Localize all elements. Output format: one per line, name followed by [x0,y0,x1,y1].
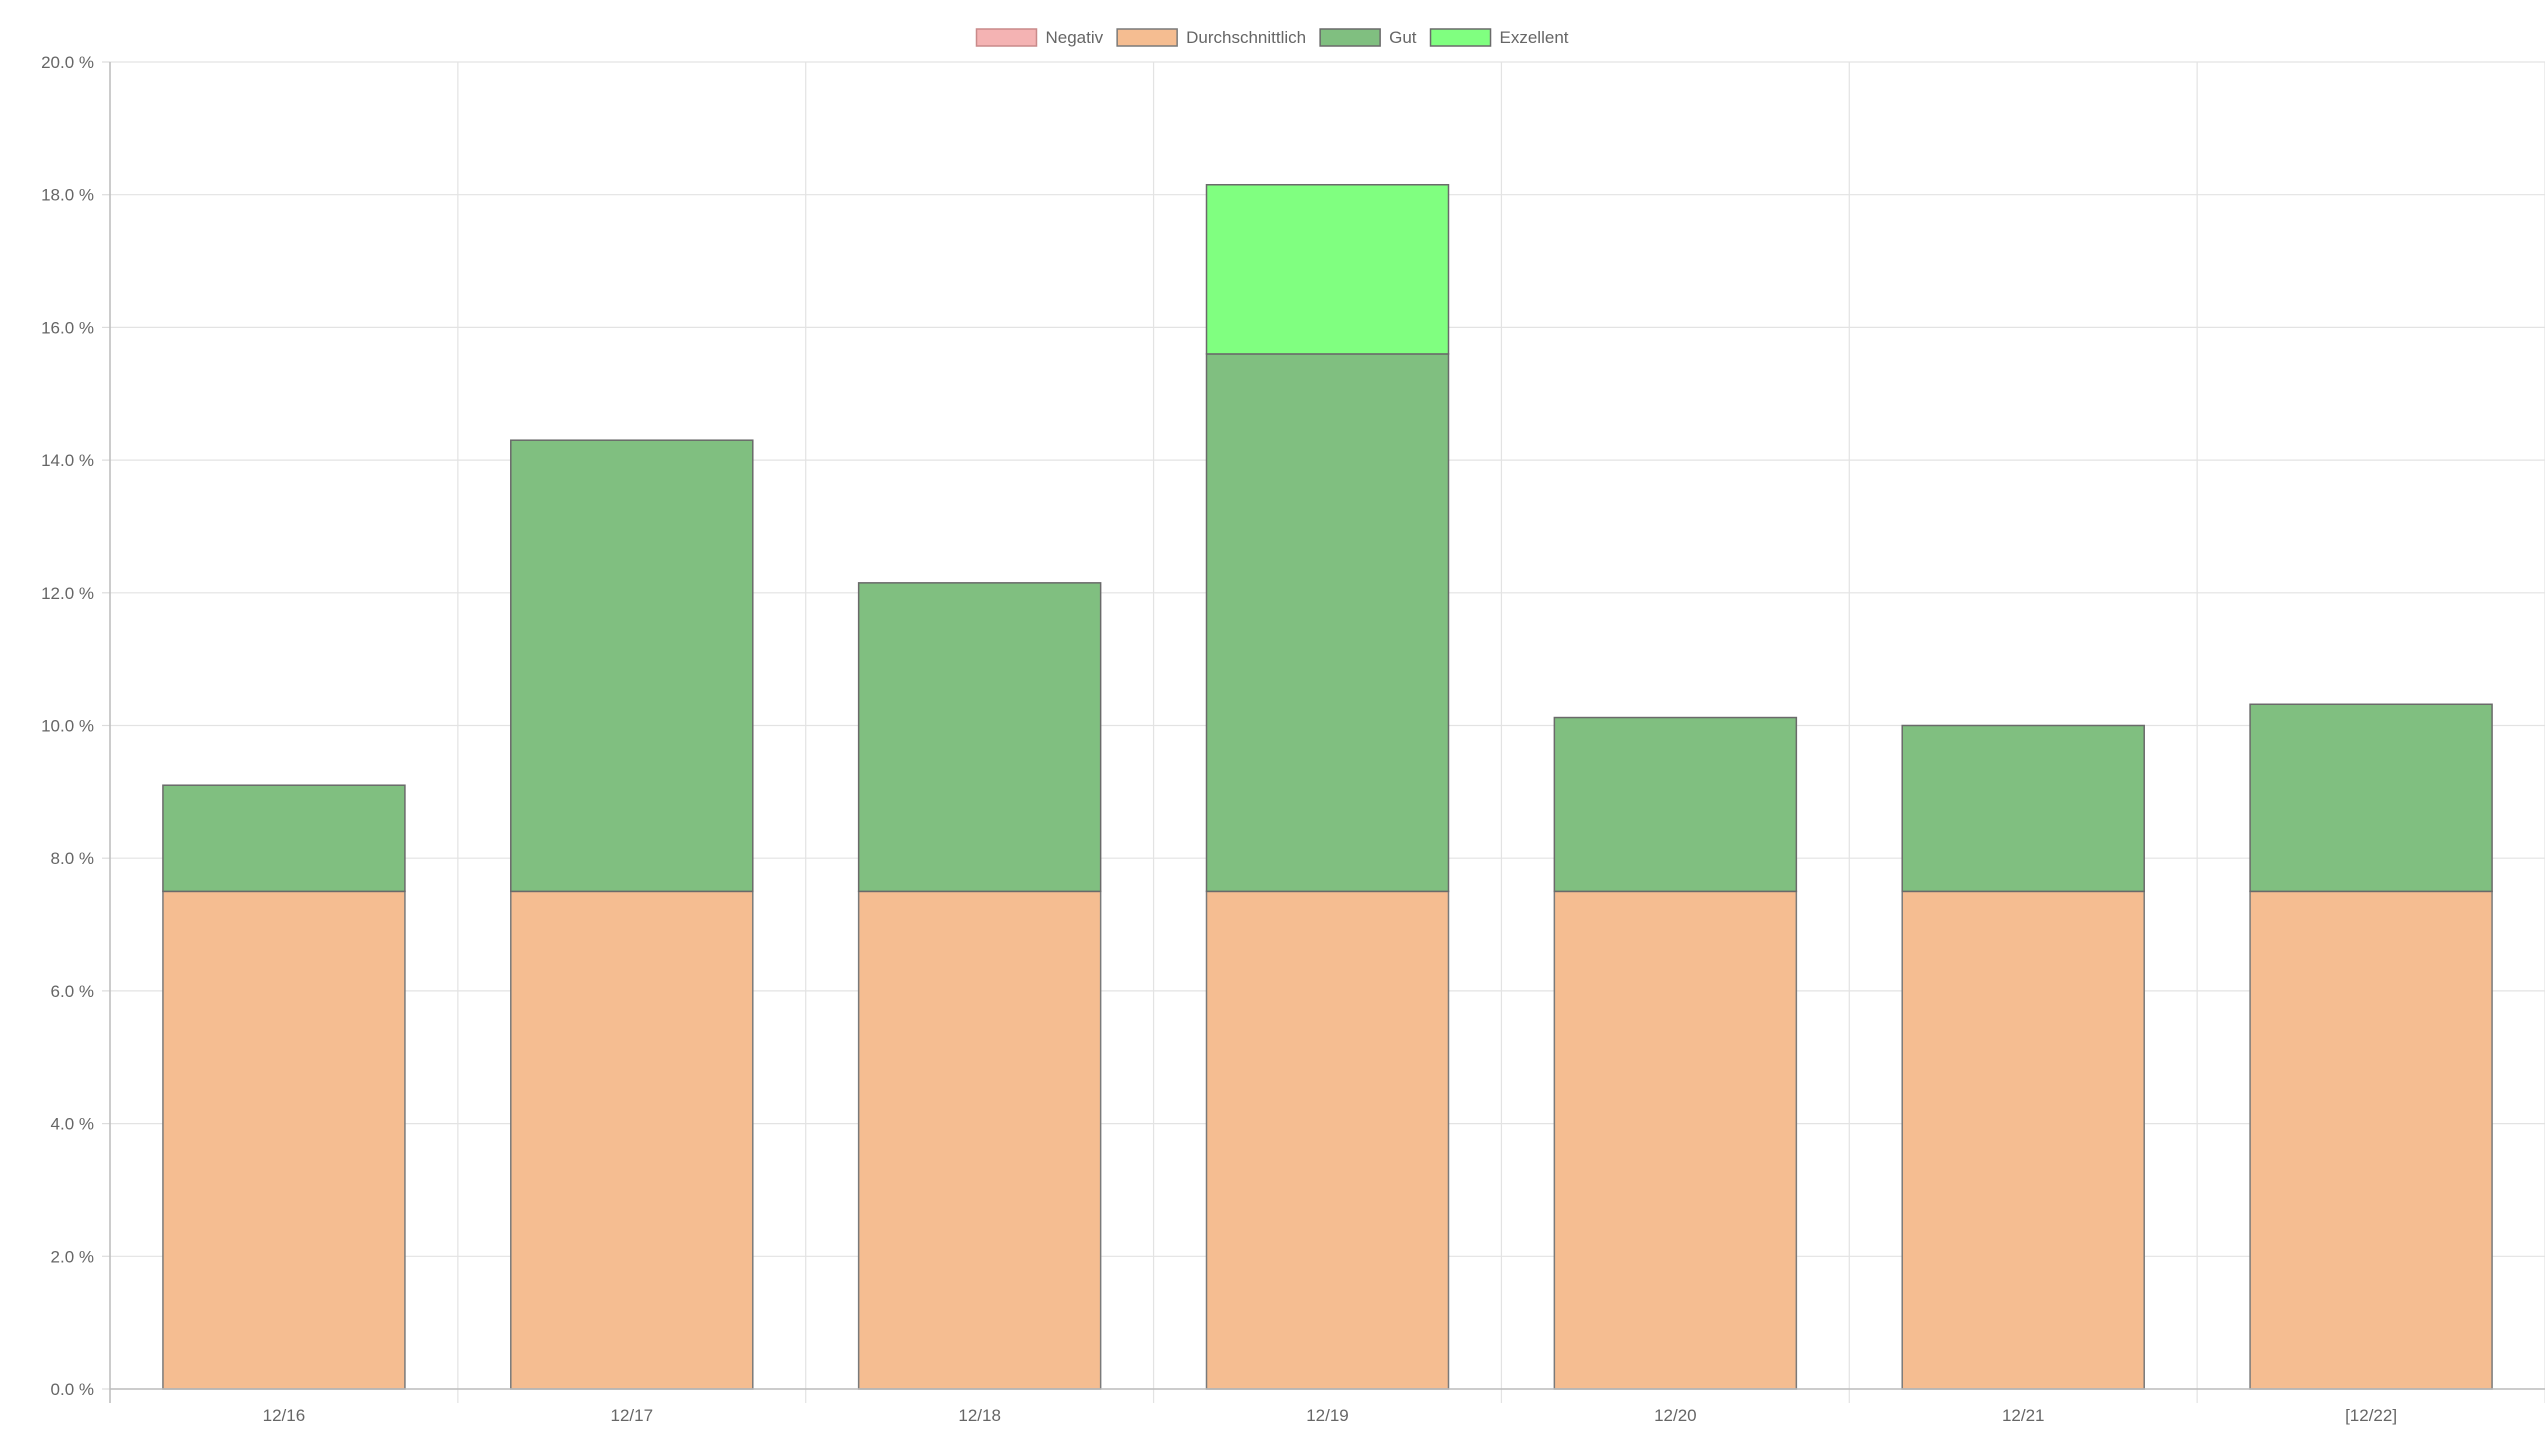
legend-label: Gut [1389,28,1417,47]
y-tick-label: 2.0 % [51,1247,94,1266]
y-tick-label: 6.0 % [51,982,94,1001]
x-tick-label: 12/21 [2002,1406,2045,1425]
y-tick-label: 18.0 % [41,186,94,205]
bar-durchschnittlich-3[interactable] [1205,890,1450,1390]
bars [162,183,2493,1390]
x-tick-label: [12/22] [2345,1406,2397,1425]
bar-exzellent-3[interactable] [1205,183,1450,355]
y-tick-label: 20.0 % [41,53,94,72]
y-tick-label: 10.0 % [41,717,94,736]
bar-gut-6[interactable] [2249,703,2493,893]
legend-item-durchschnittlich[interactable]: Durchschnittlich [1116,28,1306,47]
legend-label: Exzellent [1500,28,1569,47]
y-tick-label: 16.0 % [41,318,94,337]
bar-gut-4[interactable] [1553,716,1798,893]
legend[interactable]: Negativ Durchschnittlich Gut Exzellent [975,28,1569,47]
x-tick-label: 12/18 [958,1406,1001,1425]
x-tick-label: 12/19 [1306,1406,1349,1425]
bar-gut-1[interactable] [510,439,754,893]
legend-label: Negativ [1045,28,1103,47]
y-tick-label: 12.0 % [41,584,94,603]
x-tick-label: 12/20 [1654,1406,1697,1425]
bar-gut-5[interactable] [1901,724,2145,893]
legend-item-gut[interactable]: Gut [1319,28,1417,47]
bar-durchschnittlich-5[interactable] [1901,890,2145,1390]
bar-durchschnittlich-4[interactable] [1553,890,1798,1390]
bar-durchschnittlich-1[interactable] [510,890,754,1390]
y-tick-label: 4.0 % [51,1115,94,1134]
bar-gut-0[interactable] [162,784,406,893]
legend-swatch [1429,28,1492,47]
legend-swatch [1319,28,1381,47]
legend-swatch [1116,28,1178,47]
legend-label: Durchschnittlich [1186,28,1306,47]
y-tick-label: 14.0 % [41,451,94,470]
axes: 0.0 % 2.0 % 4.0 % 6.0 % 8.0 % 10.0 % 12.0 % 14.… [41,53,2545,1425]
bar-durchschnittlich-0[interactable] [162,890,406,1390]
legend-swatch [975,28,1038,47]
y-tick-label: 0.0 % [51,1380,94,1399]
x-tick-label: 12/17 [611,1406,654,1425]
bar-gut-2[interactable] [857,582,1102,893]
bar-durchschnittlich-6[interactable] [2249,890,2493,1390]
legend-item-negativ[interactable]: Negativ [975,28,1104,47]
bar-durchschnittlich-2[interactable] [857,890,1102,1390]
bar-gut-3[interactable] [1205,353,1450,893]
legend-item-exzellent[interactable]: Exzellent [1429,28,1569,47]
x-tick-label: 12/16 [263,1406,306,1425]
y-tick-label: 8.0 % [51,849,94,868]
